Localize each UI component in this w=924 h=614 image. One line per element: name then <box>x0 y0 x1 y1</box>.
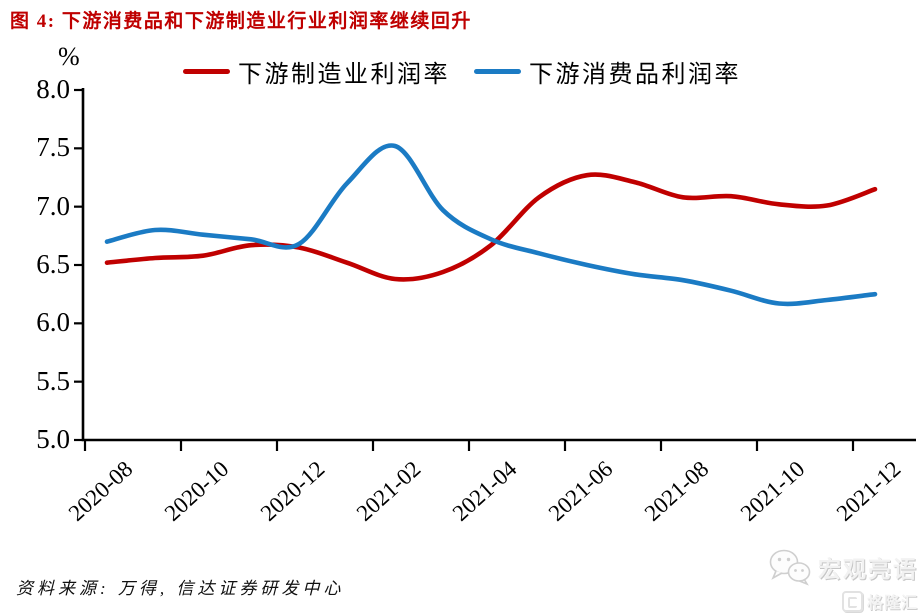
series-line-manufacturing <box>104 172 878 282</box>
gelonghui-logo-icon <box>841 590 863 612</box>
legend-swatch-manufacturing <box>183 69 230 74</box>
legend: 下游制造业利润率 下游消费品利润率 <box>183 54 741 89</box>
axis-lines <box>81 88 916 442</box>
watermark: 宏观亮语 格隆汇 <box>768 548 918 613</box>
y-tick-label: 5.5 <box>36 365 70 396</box>
y-tick-label: 7.5 <box>36 132 70 163</box>
y-tick-label: 5.0 <box>36 424 70 454</box>
y-tick-label: 7.0 <box>36 190 70 221</box>
legend-label-manufacturing: 下游制造业利润率 <box>238 62 450 88</box>
watermark-brand: 宏观亮语 <box>818 557 918 582</box>
series-line-consumer <box>104 143 878 307</box>
source-note: 资料来源: 万得, 信达证券研发中心 <box>16 579 345 598</box>
legend-item-consumer: 下游消费品利润率 <box>474 54 741 89</box>
legend-label-consumer: 下游消费品利润率 <box>529 62 741 88</box>
y-tick-label: 6.5 <box>36 249 70 279</box>
watermark-brand-row: 宏观亮语 <box>768 548 918 586</box>
wechat-icon <box>769 549 811 586</box>
chart-title: 图 4: 下游消费品和下游制造业行业利润率继续回升 <box>10 11 472 32</box>
y-tick-label: 6.0 <box>36 307 70 338</box>
y-tick-label: 8.0 <box>36 74 70 104</box>
watermark-site: 格隆汇 <box>866 595 918 612</box>
legend-item-manufacturing: 下游制造业利润率 <box>183 54 450 89</box>
legend-swatch-consumer <box>474 69 521 74</box>
y-axis-unit-label: % <box>58 42 80 71</box>
watermark-site-row: 格隆汇 <box>768 589 918 613</box>
